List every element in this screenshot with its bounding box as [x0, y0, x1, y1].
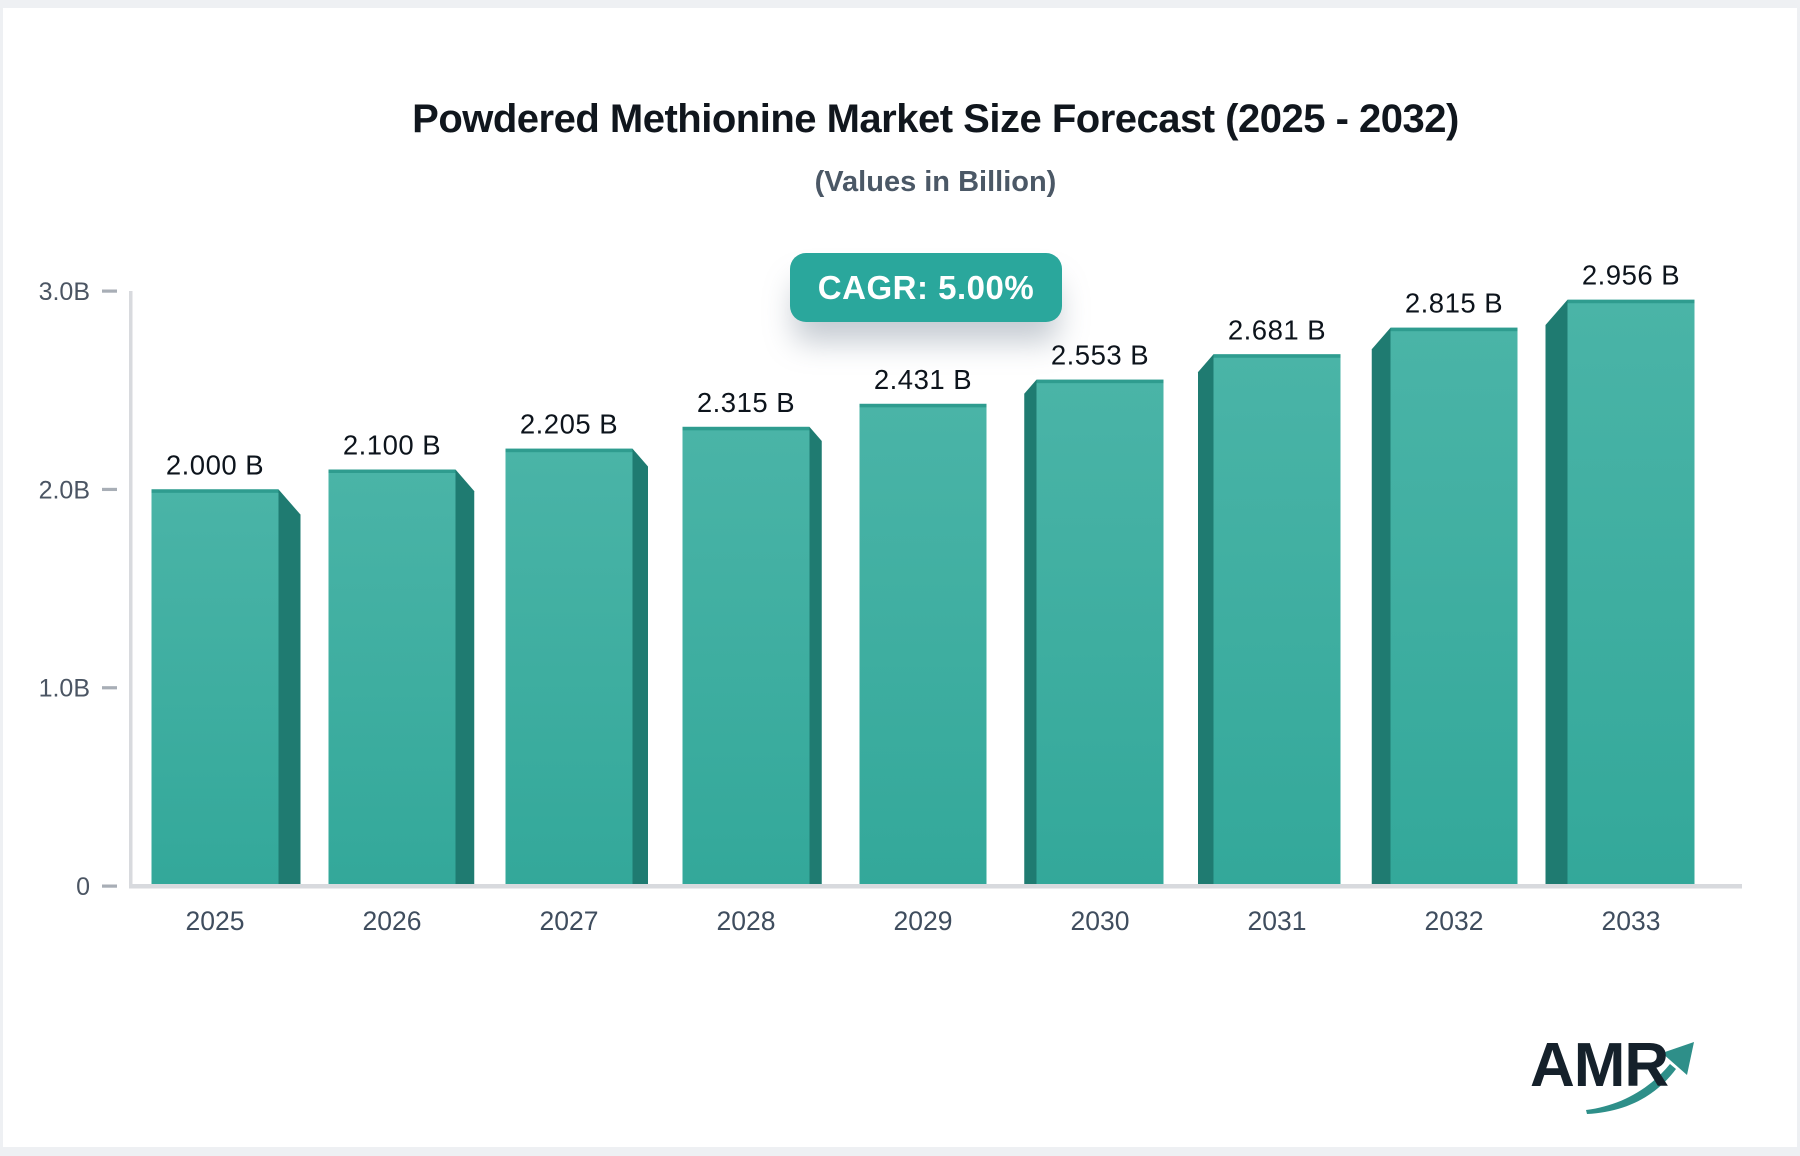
bar-2028 [682, 426, 810, 886]
bar-side-face [809, 426, 822, 886]
bar-2026 [328, 469, 456, 886]
x-axis-label: 2025 [186, 906, 245, 936]
bar-side-face [1024, 379, 1037, 886]
bar-2030 [1036, 379, 1164, 886]
y-axis-label: 2.0B [39, 476, 90, 504]
y-axis-label: 1.0B [39, 675, 90, 703]
bar-value-label: 2.205 B [520, 409, 618, 440]
bar-value-label: 2.956 B [1582, 260, 1680, 291]
y-axis-line [129, 291, 133, 888]
amr-logo: AMR [1524, 1028, 1724, 1118]
x-axis-label: 2032 [1425, 906, 1484, 936]
bar-2027 [505, 448, 633, 886]
bar-top-edge [505, 448, 633, 453]
y-axis-tick [102, 487, 117, 492]
bar-top-edge [1567, 299, 1695, 304]
bar-top-edge [151, 489, 279, 493]
bar-side-face [1198, 354, 1214, 887]
bar-side-face [1545, 299, 1568, 886]
bar-2033 [1567, 299, 1695, 886]
bar-value-label: 2.553 B [1051, 340, 1149, 371]
bar-2025 [151, 489, 279, 886]
x-axis-label: 2030 [1071, 906, 1130, 936]
bar-top-edge [1036, 379, 1164, 384]
growth-arrow-icon [1586, 1042, 1694, 1114]
x-axis-label: 2028 [717, 906, 776, 936]
bar-value-label: 2.681 B [1228, 314, 1326, 345]
chart-title: Powdered Methionine Market Size Forecast… [412, 97, 1459, 141]
bar-value-label: 2.815 B [1405, 288, 1503, 319]
bar-value-label: 2.431 B [874, 364, 972, 395]
bar-value-label: 2.100 B [343, 430, 441, 461]
bar-top-edge [1390, 327, 1518, 332]
bar-top-edge [859, 403, 987, 408]
y-axis-tick [102, 686, 117, 690]
bar-top-edge [328, 469, 456, 473]
bar-side-face [1371, 327, 1391, 887]
y-axis-tick [102, 289, 117, 293]
x-axis-line [129, 884, 1742, 889]
bar-value-label: 2.000 B [166, 449, 264, 480]
amr-logo-text: AMR [1530, 1031, 1669, 1100]
x-axis-label: 2031 [1248, 906, 1307, 936]
x-axis-label: 2033 [1602, 906, 1661, 936]
bar-2029 [859, 403, 987, 886]
bar-2032 [1390, 327, 1518, 887]
x-axis-label: 2029 [894, 906, 953, 936]
cagr-badge: CAGR: 5.00% [790, 253, 1062, 322]
bar-side-face [455, 469, 475, 886]
y-axis-label: 3.0B [39, 278, 90, 306]
bar-top-edge [1213, 354, 1341, 358]
x-axis-label: 2026 [363, 906, 422, 936]
bar-side-face [278, 489, 301, 886]
chart-subtitle: (Values in Billion) [814, 166, 1057, 198]
bar-2031 [1213, 354, 1341, 887]
y-axis-tick [102, 884, 117, 888]
x-axis-label: 2027 [540, 906, 599, 936]
bar-side-face [632, 448, 648, 886]
bar-top-edge [682, 426, 810, 431]
y-axis-label: 0 [76, 873, 90, 901]
bar-value-label: 2.315 B [697, 387, 795, 418]
